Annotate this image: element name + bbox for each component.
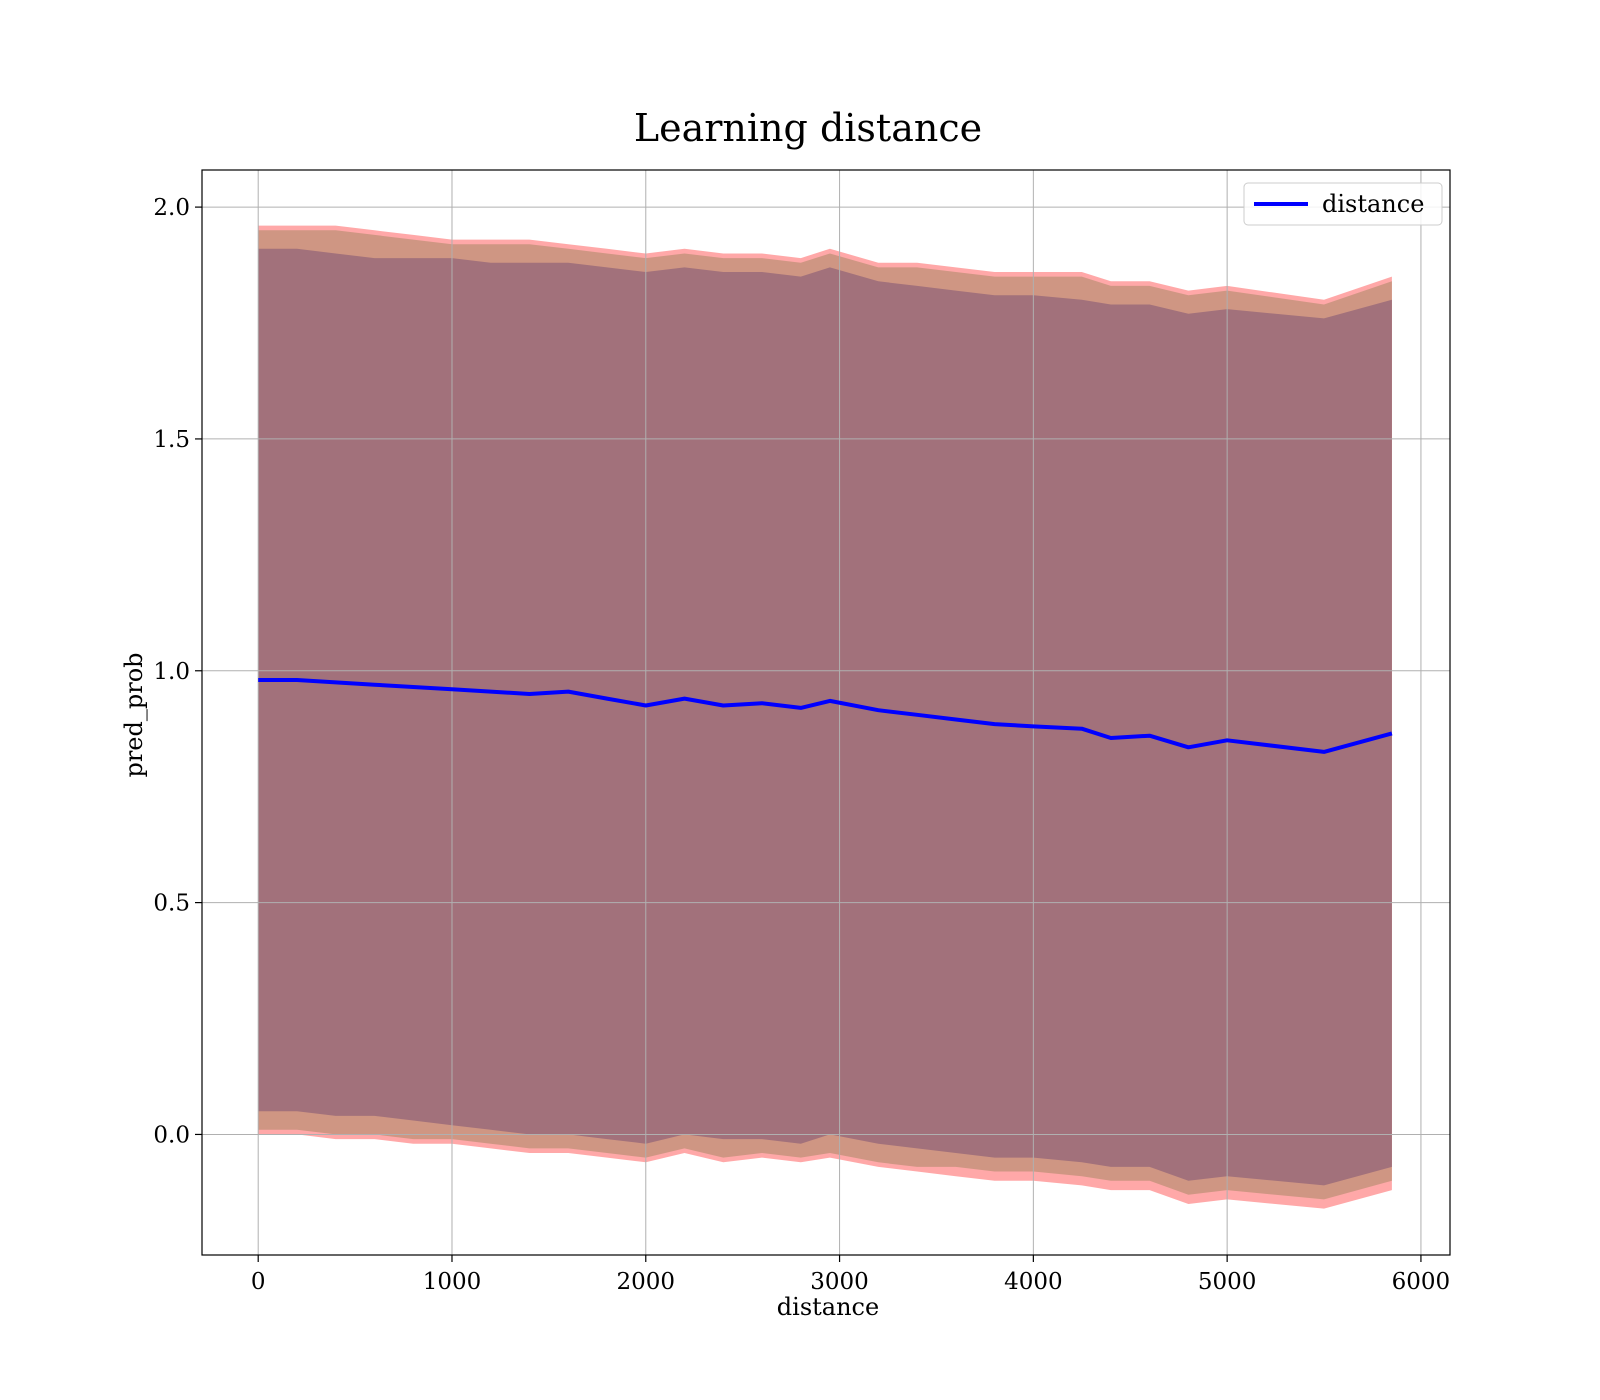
confidence-bands	[258, 225, 1392, 1209]
x-tick-label: 5000	[1198, 1269, 1257, 1295]
inner-band	[258, 248, 1392, 1186]
x-axis-label: distance	[777, 1293, 879, 1321]
y-tick-label: 1.0	[153, 659, 190, 685]
y-tick-label: 2.0	[153, 195, 190, 221]
x-tick-label: 3000	[810, 1269, 869, 1295]
chart-title: Learning distance	[634, 106, 982, 150]
y-axis-label: pred_prob	[120, 652, 148, 777]
y-tick-label: 1.5	[153, 427, 190, 453]
series-lines	[258, 678, 1393, 754]
grid-lines	[202, 170, 1450, 1255]
x-tick-label: 1000	[423, 1269, 482, 1295]
y-tick-label: 0.0	[153, 1122, 190, 1148]
y-tick-label: 0.5	[153, 891, 190, 917]
x-tick-label: 6000	[1392, 1269, 1451, 1295]
x-tick-label: 2000	[617, 1269, 676, 1295]
legend-entry-distance: distance	[1322, 190, 1424, 218]
plot-frame	[201, 169, 1451, 1256]
x-axis-ticks: 0 1000 2000 3000 4000 5000 6000	[251, 1255, 1450, 1295]
y-axis-ticks: 0.0 0.5 1.0 1.5 2.0	[153, 195, 202, 1148]
series-line-distance	[258, 678, 1393, 754]
legend: distance	[1243, 182, 1443, 226]
plot-area: 0 1000 2000 3000 4000 5000 6000 0.0 0.5 1.0 1.5 2.…	[153, 169, 1451, 1295]
legend-box	[1243, 182, 1443, 226]
x-tick-label: 0	[251, 1269, 266, 1295]
x-tick-label: 4000	[1004, 1269, 1063, 1295]
